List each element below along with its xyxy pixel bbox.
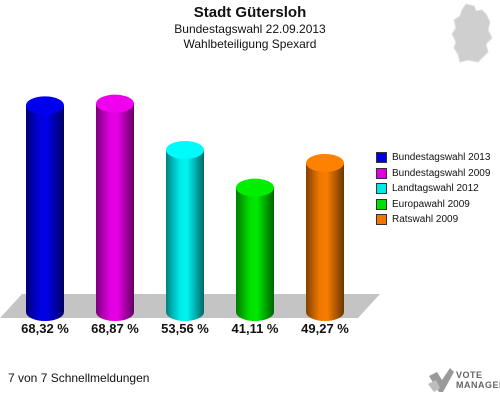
- value-label-1: 68,32 %: [21, 321, 69, 336]
- chart-title: Stadt Gütersloh: [193, 4, 307, 21]
- bar-5-cap: [306, 153, 344, 172]
- bar-2-cap: [96, 94, 134, 113]
- footer-status: 7 von 7 Schnellmeldungen: [8, 371, 150, 385]
- value-label-4: 41,11 %: [232, 321, 279, 336]
- legend-label-2: Bundestagswahl 2009: [392, 167, 491, 179]
- bar-2-base: [96, 303, 134, 321]
- bar-4-base: [236, 303, 274, 321]
- legend-label-5: Ratswahl 2009: [392, 214, 459, 226]
- bar-4-cap: [236, 178, 274, 197]
- chart-header: Stadt Gütersloh Bundestagswahl 22.09.201…: [0, 4, 500, 52]
- legend-label-3: Landtagswahl 2012: [392, 183, 479, 195]
- chart-subtitle-2: Wahlbeteiligung Spexard: [183, 37, 317, 51]
- bar-1: [26, 105, 64, 312]
- legend-label-1: Bundestagswahl 2013: [392, 152, 491, 164]
- legend-item-2: Bundestagswahl 2009: [376, 166, 490, 182]
- legend-swatch-3: [376, 183, 387, 195]
- legend-label-4: Europawahl 2009: [392, 198, 470, 210]
- bar-3-base: [166, 303, 204, 321]
- bar-5: [306, 162, 344, 312]
- logo-line-1: VOTE: [456, 370, 483, 380]
- vote-manager-logo-icon: [428, 368, 454, 392]
- legend-item-1: Bundestagswahl 2013: [376, 150, 490, 166]
- chart-subtitle: Bundestagswahl 22.09.2013: [174, 22, 326, 36]
- legend-swatch-1: [376, 152, 387, 164]
- bar-4: [236, 187, 274, 312]
- germany-map-icon: [451, 3, 493, 63]
- vote-manager-logo-text: VOTE MANAGER: [456, 370, 500, 390]
- legend-item-5: Ratswahl 2009: [376, 212, 490, 228]
- legend-swatch-2: [376, 167, 387, 179]
- bar-1-cap: [26, 96, 64, 115]
- legend-swatch-5: [376, 214, 387, 226]
- value-label-3: 53,56 %: [161, 321, 209, 336]
- bar-3-cap: [166, 140, 204, 159]
- legend-item-3: Landtagswahl 2012: [376, 181, 490, 197]
- bar-1-base: [26, 303, 64, 321]
- value-label-2: 68,87 %: [91, 321, 139, 336]
- bar-5-base: [306, 303, 344, 321]
- legend-item-4: Europawahl 2009: [376, 197, 490, 213]
- legend-swatch-4: [376, 198, 387, 210]
- legend: Bundestagswahl 2013 Bundestagswahl 2009 La…: [376, 150, 490, 228]
- bar-3: [166, 149, 204, 312]
- logo-line-2: MANAGER: [456, 380, 500, 390]
- bar-2: [96, 103, 134, 313]
- value-label-5: 49,27 %: [301, 321, 349, 336]
